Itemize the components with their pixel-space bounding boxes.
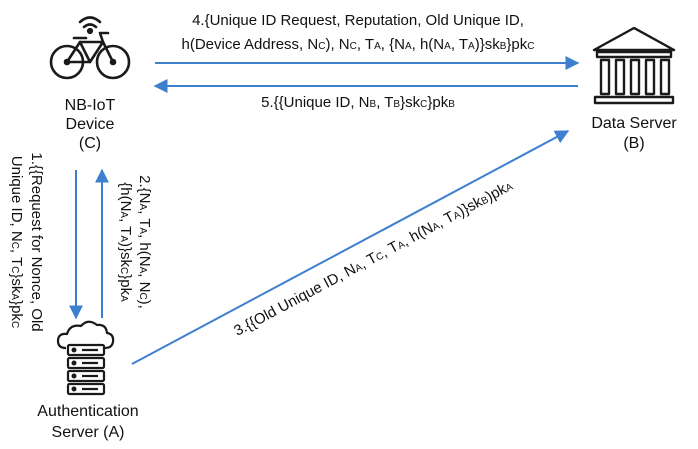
msg2-line2: {h(NA, TA)}skC}pkA [117, 182, 134, 302]
msg1-line1: 1.{{Request for Nonce, Old [28, 152, 45, 331]
server-id: (B) [623, 135, 644, 152]
server-name: Data Server [591, 115, 677, 132]
device-name-line2: Device [66, 116, 115, 133]
msg3-line1: 3.{{Old Unique ID, NA, TC, TA, h(NA, TA)… [231, 177, 516, 340]
auth-name: Authentication [37, 403, 138, 420]
msg4-line2: h(Device Address, NC), NC, TA, {NA, h(NA… [181, 36, 534, 53]
bicycle-wifi-icon [49, 16, 131, 80]
msg2-line1: 2.{NA, TA, h(NA, NC), [136, 175, 153, 309]
msg4-line1: 4.{Unique ID Request, Reputation, Old Un… [192, 12, 524, 29]
auth-name-line2: Server (A) [52, 424, 125, 441]
msg5-line1: 5.{{Unique ID, NB, TB}skC}pkB [261, 94, 455, 111]
arrow-msg3 [131, 130, 570, 365]
device-name: NB-IoT [65, 97, 116, 114]
msg1-line2: Unique ID, NC, TC}skA}pkC [8, 156, 25, 328]
bank-building-icon [592, 26, 676, 105]
server-cloud-icon [56, 320, 115, 396]
device-id: (C) [79, 135, 101, 152]
